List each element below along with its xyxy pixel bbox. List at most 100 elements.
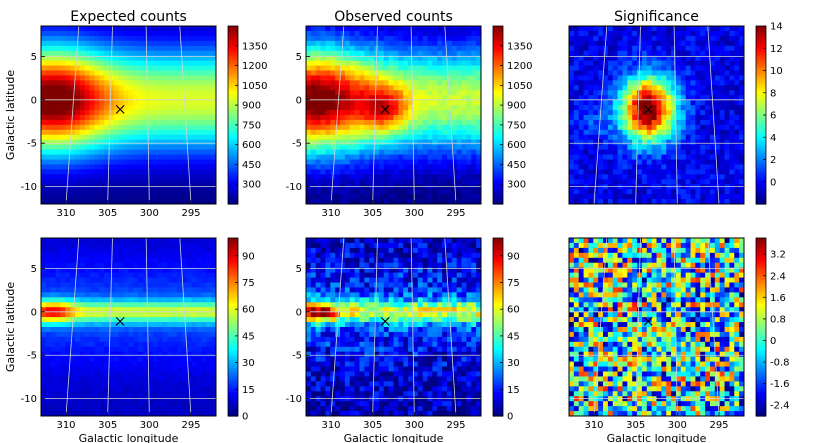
colorbar: 14 12 10 8 6 4 2 0 bbox=[755, 22, 783, 205]
source-marker bbox=[643, 104, 653, 114]
y-tick-label: 5 bbox=[31, 52, 37, 63]
x-tick-label: 295 bbox=[181, 208, 200, 219]
colorbar-tick-label: 6 bbox=[770, 111, 776, 122]
x-tick-label: 300 bbox=[140, 208, 159, 219]
panel-1: Expected counts 5 0 -5 -10 310 305 300 295 Galact… bbox=[4, 9, 267, 219]
x-tick-label: 305 bbox=[363, 420, 382, 431]
y-tick-label: -5 bbox=[292, 139, 302, 150]
y-tick-label: -10 bbox=[21, 394, 37, 405]
graticule bbox=[569, 26, 744, 204]
colorbar-tick-label: 1.6 bbox=[770, 293, 786, 304]
colorbar-tick-label: 90 bbox=[242, 251, 255, 262]
colorbar-tick-label: 450 bbox=[507, 160, 526, 171]
heatmap-cells bbox=[41, 238, 216, 416]
colorbar-tick-label: 15 bbox=[507, 385, 520, 396]
x-tick-label: 300 bbox=[405, 420, 424, 431]
colorbar-tick-label: 75 bbox=[242, 278, 255, 289]
y-tick-label: 0 bbox=[296, 95, 302, 106]
colorbar-tick-label: 15 bbox=[242, 385, 255, 396]
x-tick-label: 310 bbox=[321, 208, 340, 219]
colorbar-tick-label: 300 bbox=[242, 180, 261, 191]
x-tick-label: 295 bbox=[181, 420, 200, 431]
source-marker bbox=[380, 104, 390, 114]
colorbar-tick-label: 10 bbox=[770, 66, 783, 77]
y-tick-label: 5 bbox=[296, 264, 302, 275]
y-tick-label: 0 bbox=[296, 307, 302, 318]
colorbar-tick-label: 45 bbox=[507, 331, 520, 342]
colorbar-tick-label: 4 bbox=[770, 133, 776, 144]
colorbar-tick-label: 300 bbox=[507, 180, 526, 191]
x-tick-label: 305 bbox=[626, 420, 645, 431]
y-axis-label: Galactic latitude bbox=[4, 282, 17, 372]
y-tick-label: -10 bbox=[21, 182, 37, 193]
heatmap-cells bbox=[306, 26, 481, 204]
colorbar-tick-label: 14 bbox=[770, 22, 783, 33]
colorbar-tick-label: 1350 bbox=[507, 41, 532, 52]
colorbar-tick-label: 750 bbox=[242, 120, 261, 131]
plot-frame bbox=[568, 25, 745, 205]
heatmap-cells bbox=[569, 238, 744, 416]
x-tick-label: 300 bbox=[668, 420, 687, 431]
colorbar-tick-label: 900 bbox=[242, 101, 261, 112]
colorbar-tick-label: 0 bbox=[507, 412, 513, 423]
colorbar-tick-label: 0 bbox=[242, 412, 248, 423]
panel-title: Observed counts bbox=[334, 9, 453, 25]
colorbar-tick-label: 60 bbox=[507, 305, 520, 316]
colorbar-tick-label: 0 bbox=[770, 177, 776, 188]
colorbar: 90 75 60 45 30 15 0 bbox=[492, 237, 520, 423]
colorbar-tick-label: 30 bbox=[507, 358, 520, 369]
colorbar-tick-label: 30 bbox=[242, 358, 255, 369]
x-tick-label: 300 bbox=[140, 420, 159, 431]
x-axis-label: Galactic longitude bbox=[79, 432, 179, 443]
colorbar: 3.2 2.4 1.6 0.8 0 -0.8 -1.6 -2.4 bbox=[755, 237, 790, 417]
y-tick-label: 5 bbox=[296, 52, 302, 63]
panel-title: Expected counts bbox=[70, 9, 187, 25]
plot-frame bbox=[568, 237, 745, 417]
source-marker bbox=[643, 316, 653, 326]
x-axis-label: Galactic longitude bbox=[344, 432, 444, 443]
colorbar-tick-label: 0 bbox=[770, 336, 776, 347]
colorbar-tick-label: -2.4 bbox=[770, 401, 790, 412]
plot-frame bbox=[305, 237, 482, 417]
colorbar: 1350 1200 1050 900 750 600 450 300 bbox=[227, 25, 267, 205]
colorbar-tick-label: 2.4 bbox=[770, 271, 786, 282]
colorbar-tick-label: 0.8 bbox=[770, 314, 786, 325]
colorbar-tick-label: -1.6 bbox=[770, 379, 790, 390]
colorbar-tick-label: -0.8 bbox=[770, 358, 790, 369]
x-tick-label: 295 bbox=[446, 208, 465, 219]
colorbar-tick-label: 1200 bbox=[507, 61, 532, 72]
x-tick-label: 310 bbox=[321, 420, 340, 431]
colorbar-tick-label: 90 bbox=[507, 251, 520, 262]
colorbar-tick-label: 750 bbox=[507, 120, 526, 131]
source-marker bbox=[115, 316, 125, 326]
y-axis-label: Galactic latitude bbox=[4, 70, 17, 160]
graticule bbox=[306, 238, 481, 416]
y-tick-label: -10 bbox=[286, 182, 302, 193]
x-tick-label: 300 bbox=[405, 208, 424, 219]
panel-3: Significance 14 12 10 8 6 4 2 0 bbox=[568, 9, 783, 205]
x-tick-label: 310 bbox=[56, 208, 75, 219]
y-tick-label: 5 bbox=[31, 264, 37, 275]
x-tick-label: 305 bbox=[98, 208, 117, 219]
panel-title: Significance bbox=[614, 9, 699, 25]
colorbar-tick-label: 600 bbox=[507, 140, 526, 151]
panel-2: Observed counts 5 0 -5 -10 310 305 300 295 1350 12… bbox=[286, 9, 533, 219]
graticule bbox=[41, 238, 216, 416]
colorbar-tick-label: 1050 bbox=[242, 81, 267, 92]
colorbar-tick-label: 1200 bbox=[242, 61, 267, 72]
colorbar-tick-label: 8 bbox=[770, 88, 776, 99]
x-tick-label: 295 bbox=[446, 420, 465, 431]
colorbar-tick-label: 2 bbox=[770, 155, 776, 166]
colorbar-tick-label: 1050 bbox=[507, 81, 532, 92]
x-tick-label: 305 bbox=[98, 420, 117, 431]
colorbar-tick-label: 1350 bbox=[242, 41, 267, 52]
y-tick-label: -10 bbox=[286, 394, 302, 405]
heatmap-cells bbox=[569, 26, 744, 204]
y-tick-label: -5 bbox=[292, 351, 302, 362]
colorbar-tick-label: 45 bbox=[242, 331, 255, 342]
x-tick-label: 295 bbox=[709, 420, 728, 431]
